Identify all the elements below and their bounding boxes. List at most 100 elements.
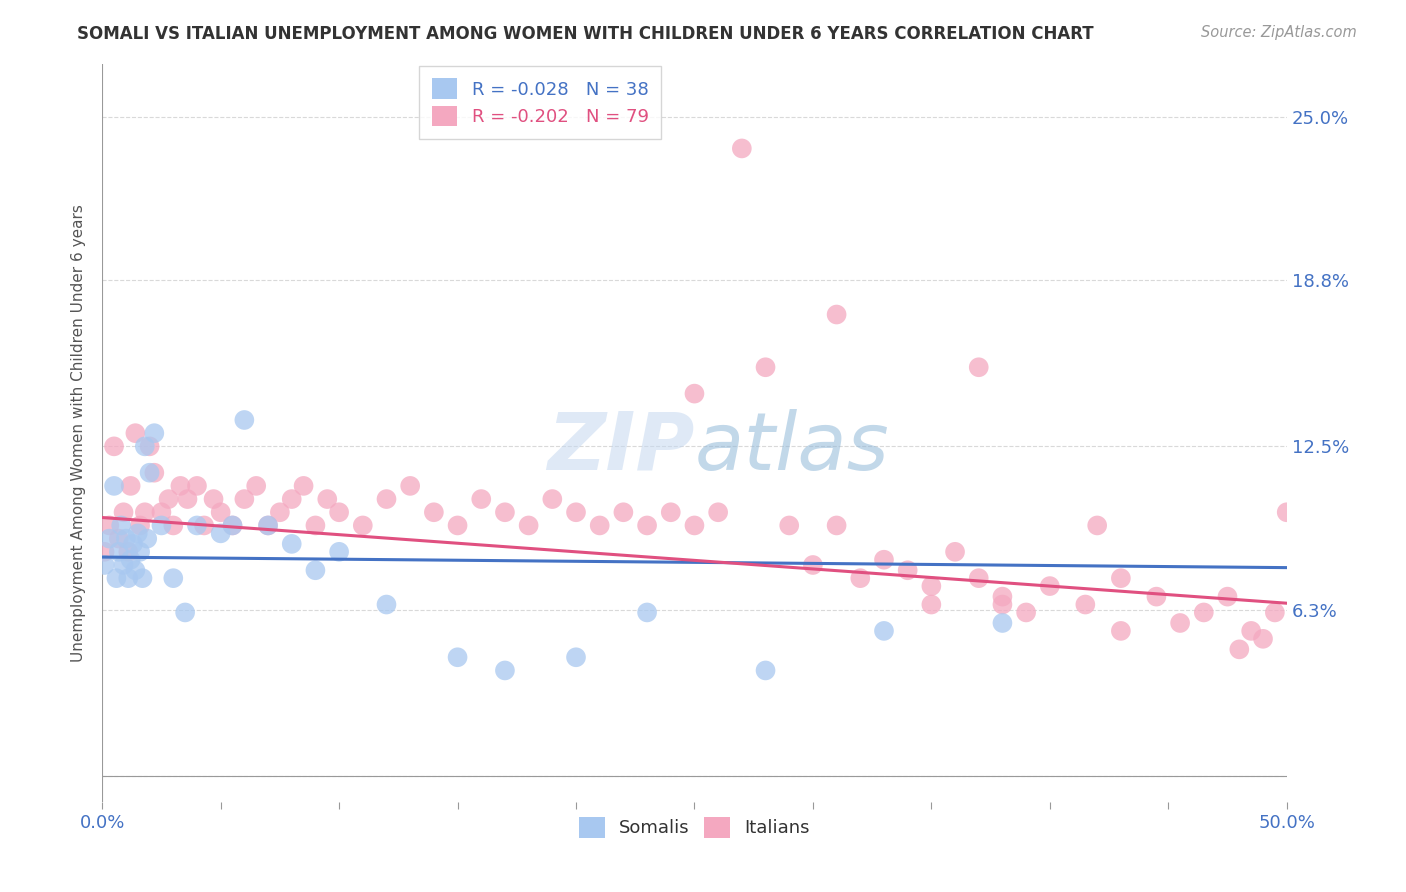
Point xyxy=(93,558,115,572)
Point xyxy=(176,492,198,507)
Point xyxy=(122,537,145,551)
Point xyxy=(124,426,146,441)
Point xyxy=(328,505,350,519)
Point xyxy=(1039,579,1062,593)
Point xyxy=(1192,606,1215,620)
Point xyxy=(233,492,256,507)
Point xyxy=(1168,615,1191,630)
Point xyxy=(991,590,1014,604)
Point xyxy=(150,518,173,533)
Point xyxy=(967,360,990,375)
Point xyxy=(138,466,160,480)
Point xyxy=(470,492,492,507)
Point xyxy=(150,505,173,519)
Point xyxy=(98,532,121,546)
Point xyxy=(162,571,184,585)
Point xyxy=(943,545,966,559)
Point xyxy=(143,466,166,480)
Point xyxy=(1227,642,1250,657)
Point xyxy=(1109,571,1132,585)
Point xyxy=(328,545,350,559)
Point xyxy=(115,532,138,546)
Point xyxy=(778,518,800,533)
Point xyxy=(98,518,121,533)
Point xyxy=(991,615,1014,630)
Point xyxy=(117,571,139,585)
Point xyxy=(873,624,896,638)
Point xyxy=(107,532,129,546)
Point xyxy=(131,571,153,585)
Point xyxy=(107,545,129,559)
Point xyxy=(1015,606,1038,620)
Point xyxy=(991,598,1014,612)
Point xyxy=(565,650,588,665)
Point xyxy=(849,571,872,585)
Point xyxy=(754,664,776,678)
Point xyxy=(169,479,191,493)
Point xyxy=(1216,590,1239,604)
Point xyxy=(565,505,588,519)
Point xyxy=(1275,505,1298,519)
Point xyxy=(257,518,280,533)
Point xyxy=(399,479,422,493)
Point xyxy=(1251,632,1274,646)
Point xyxy=(304,563,326,577)
Point xyxy=(221,518,243,533)
Point xyxy=(375,598,398,612)
Point xyxy=(375,492,398,507)
Point xyxy=(920,579,942,593)
Point xyxy=(494,664,516,678)
Point xyxy=(209,505,232,519)
Point xyxy=(352,518,374,533)
Point xyxy=(683,386,706,401)
Text: ZIP: ZIP xyxy=(547,409,695,487)
Text: atlas: atlas xyxy=(695,409,889,487)
Point xyxy=(174,606,197,620)
Point xyxy=(162,518,184,533)
Point xyxy=(967,571,990,585)
Point xyxy=(446,650,468,665)
Point xyxy=(157,492,180,507)
Point xyxy=(93,545,115,559)
Text: Source: ZipAtlas.com: Source: ZipAtlas.com xyxy=(1201,25,1357,40)
Point xyxy=(636,606,658,620)
Point xyxy=(754,360,776,375)
Point xyxy=(517,518,540,533)
Point xyxy=(280,537,302,551)
Point xyxy=(105,571,128,585)
Legend: Somalis, Italians: Somalis, Italians xyxy=(572,810,817,845)
Point xyxy=(103,479,125,493)
Point xyxy=(136,532,159,546)
Point xyxy=(269,505,291,519)
Point xyxy=(541,492,564,507)
Point xyxy=(143,426,166,441)
Point xyxy=(257,518,280,533)
Point xyxy=(193,518,215,533)
Point xyxy=(292,479,315,493)
Text: SOMALI VS ITALIAN UNEMPLOYMENT AMONG WOMEN WITH CHILDREN UNDER 6 YEARS CORRELATI: SOMALI VS ITALIAN UNEMPLOYMENT AMONG WOM… xyxy=(77,25,1094,43)
Point xyxy=(446,518,468,533)
Point xyxy=(707,505,730,519)
Y-axis label: Unemployment Among Women with Children Under 6 years: Unemployment Among Women with Children U… xyxy=(72,204,86,662)
Point xyxy=(112,505,135,519)
Point xyxy=(280,492,302,507)
Point xyxy=(129,545,152,559)
Point xyxy=(117,545,139,559)
Point xyxy=(683,518,706,533)
Point xyxy=(1264,606,1286,620)
Point xyxy=(920,598,942,612)
Point xyxy=(120,552,142,566)
Point xyxy=(494,505,516,519)
Point xyxy=(221,518,243,533)
Point xyxy=(209,526,232,541)
Point xyxy=(589,518,612,533)
Point xyxy=(138,439,160,453)
Point xyxy=(612,505,634,519)
Point xyxy=(659,505,682,519)
Point xyxy=(1074,598,1097,612)
Point xyxy=(825,308,848,322)
Point xyxy=(1144,590,1167,604)
Point xyxy=(186,518,208,533)
Point xyxy=(636,518,658,533)
Point xyxy=(304,518,326,533)
